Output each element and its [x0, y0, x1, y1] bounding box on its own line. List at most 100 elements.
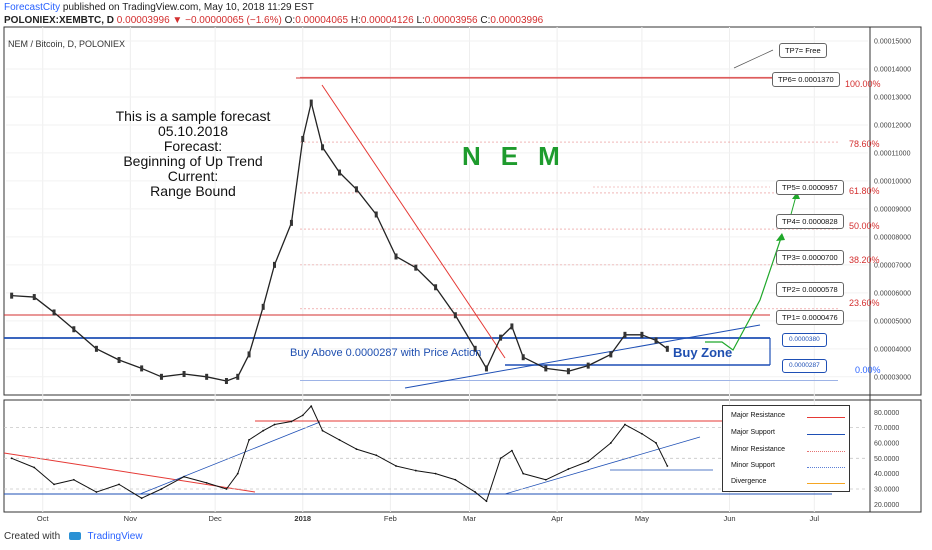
rsi-rising-line	[139, 421, 321, 495]
price-tick-label: 0.00009000	[874, 206, 911, 213]
rsi-point	[236, 472, 239, 475]
rsi-tick-label: 60.0000	[874, 440, 899, 447]
tp1-label: TP1= 0.0000476	[776, 310, 844, 325]
fib-label: 38.20%	[849, 255, 880, 265]
price-segment	[53, 311, 75, 330]
price-candle	[224, 378, 228, 385]
rsi-segment	[11, 457, 35, 468]
rsi-segment	[262, 424, 275, 432]
rsi-point	[160, 488, 163, 490]
rsi-point	[273, 423, 276, 426]
legend-swatch	[807, 451, 845, 452]
price-candle	[182, 371, 186, 378]
rsi-rising-line-2	[504, 436, 701, 495]
x-tick-label: Nov	[124, 514, 138, 523]
price-tick-label: 0.00007000	[874, 262, 911, 269]
rsi-point	[53, 483, 55, 486]
published-text: published on TradingView.com, May 10, 20…	[62, 2, 314, 13]
fib-label: 0.00%	[855, 365, 881, 375]
change-value: ▼ −0.00000065 (−1.6%)	[172, 15, 282, 26]
rsi-segment	[511, 450, 524, 474]
fib-label: 100.00%	[845, 79, 881, 89]
price-candle	[544, 365, 548, 372]
price-candle	[309, 99, 313, 106]
rsi-segment	[435, 473, 456, 481]
fib-label: 23.60%	[849, 298, 880, 308]
tp5-label: TP5= 0.0000957	[776, 180, 844, 195]
rsi-tick-label: 80.0000	[874, 410, 899, 417]
high-value: 0.00004126	[360, 15, 414, 26]
legend-divergence: Divergence	[731, 478, 767, 485]
rsi-point	[510, 449, 513, 452]
falling-trendline	[321, 84, 506, 359]
legend-minor-support: Minor Support	[731, 462, 775, 469]
price-candle	[247, 351, 251, 358]
rsi-segment	[310, 405, 323, 431]
rsi-segment	[322, 430, 340, 441]
rsi-point	[499, 457, 502, 460]
price-tick-label: 0.00005000	[874, 318, 911, 325]
x-tick-label: Apr	[551, 514, 563, 523]
price-tick-label: 0.00004000	[874, 346, 911, 353]
rsi-segment	[568, 460, 589, 470]
price-tick-label: 0.00013000	[874, 94, 911, 101]
price-candle	[623, 331, 627, 338]
rsi-point	[183, 475, 185, 478]
price-segment	[321, 146, 341, 173]
price-tick-label: 0.00010000	[874, 178, 911, 185]
x-tick-label: Mar	[463, 514, 476, 523]
price-candle	[394, 253, 398, 260]
price-segment	[395, 255, 417, 269]
forecast-note: This is a sample forecast 05.10.2018 For…	[88, 109, 298, 199]
footer: Created with TradingView	[4, 531, 143, 542]
rsi-pane-border	[3, 399, 922, 513]
rsi-segment	[587, 442, 612, 462]
price-segment	[290, 138, 304, 223]
price-segment	[161, 373, 185, 378]
rsi-point	[301, 414, 304, 417]
price-segment	[587, 353, 612, 367]
rsi-tick-label: 50.0000	[874, 456, 899, 463]
rsi-segment	[248, 430, 264, 441]
price-segment	[435, 286, 456, 316]
price-candle	[205, 373, 209, 380]
price-candle	[301, 135, 305, 142]
rsi-segment	[183, 476, 207, 484]
rsi-point	[321, 429, 324, 432]
rsi-point	[522, 472, 525, 475]
rsi-segment	[291, 414, 303, 422]
x-tick-label: May	[635, 514, 649, 523]
price-candle	[609, 351, 613, 358]
low-value: 0.00003956	[424, 15, 478, 26]
rsi-point	[338, 438, 341, 441]
price-segment	[610, 334, 626, 355]
price-candle	[453, 312, 457, 319]
price-segment	[302, 102, 312, 140]
price-candle	[32, 294, 36, 301]
forecast-line: Forecast:	[163, 138, 223, 154]
buy-above-text: Buy Above 0.0000287 with Price Action	[290, 347, 482, 359]
price-candle	[414, 264, 418, 271]
price-segment	[545, 367, 569, 372]
x-tick-label: Oct	[37, 514, 50, 523]
open-value: 0.00004065	[295, 15, 349, 26]
price-segment	[141, 367, 162, 378]
rsi-point	[310, 405, 313, 408]
price-candle	[159, 373, 163, 380]
price-segment	[485, 337, 502, 369]
tradingview-link[interactable]: TradingView	[87, 531, 143, 542]
fib-label: 50.00%	[849, 221, 880, 231]
x-tick-label: Jun	[723, 514, 735, 523]
price-tick-label: 0.00008000	[874, 234, 911, 241]
rsi-segment	[641, 433, 657, 444]
rsi-segment	[485, 458, 502, 502]
price-candle	[354, 186, 358, 193]
publish-info: ForecastCity published on TradingView.co…	[4, 2, 314, 13]
rsi-segment	[141, 488, 162, 499]
price-segment	[655, 339, 668, 350]
author-link[interactable]: ForecastCity	[4, 2, 61, 13]
price-tick-label: 0.00006000	[874, 290, 911, 297]
price-segment	[511, 326, 524, 358]
price-candle	[665, 345, 669, 352]
